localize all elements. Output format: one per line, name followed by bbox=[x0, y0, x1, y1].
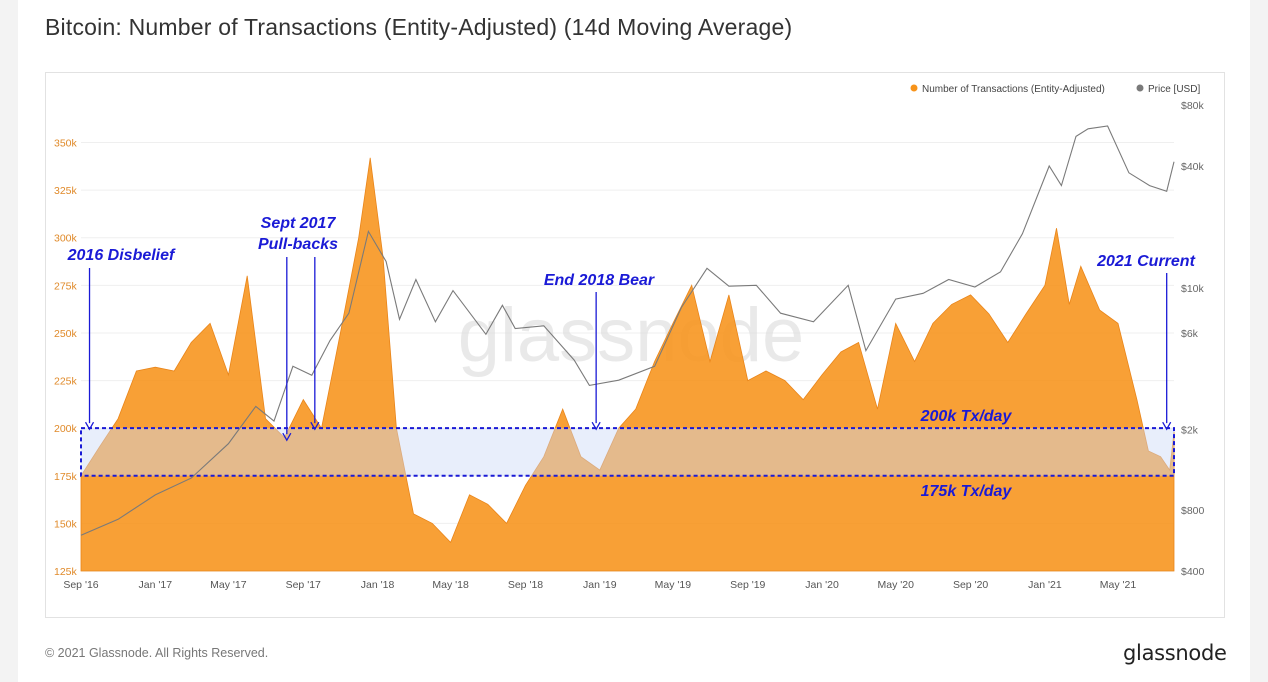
y-right-tick-label: $800 bbox=[1181, 505, 1205, 517]
y-left-tick-label: 175k bbox=[54, 471, 78, 483]
x-tick-label: Jan '17 bbox=[139, 579, 173, 591]
x-tick-label: Sep '17 bbox=[286, 579, 321, 591]
x-tick-label: May '17 bbox=[210, 579, 247, 591]
annotation-2021-current: 2021 Current bbox=[1096, 253, 1195, 270]
x-tick-label: Sep '19 bbox=[730, 579, 765, 591]
x-tick-label: Jan '19 bbox=[583, 579, 617, 591]
y-right-tick-label: $2k bbox=[1181, 424, 1199, 436]
annotations: 2016 Disbelief Sept 2017 Pull-backs End 201… bbox=[67, 215, 1196, 500]
legend-dot-price bbox=[1136, 84, 1144, 92]
annotation-end-2018-bear: End 2018 Bear bbox=[544, 272, 655, 289]
x-tick-label: May '18 bbox=[432, 579, 469, 591]
y-right-tick-label: $80k bbox=[1181, 100, 1205, 112]
price-line bbox=[80, 125, 1175, 536]
y-left-tick-label: 150k bbox=[54, 518, 78, 530]
legend-dot-tx bbox=[910, 84, 918, 92]
y-right-tick-label: $40k bbox=[1181, 161, 1205, 173]
copyright-text: © 2021 Glassnode. All Rights Reserved. bbox=[45, 646, 269, 660]
band-label-175k: 175k Tx/day bbox=[921, 483, 1013, 500]
legend-label-tx: Number of Transactions (Entity-Adjusted) bbox=[922, 84, 1105, 95]
annotation-2016-disbelief: 2016 Disbelief bbox=[67, 247, 176, 264]
tx-area bbox=[80, 157, 1175, 572]
y-left-tick-label: 125k bbox=[54, 566, 78, 578]
x-tick-label: May '21 bbox=[1100, 579, 1137, 591]
x-tick-label: Jan '21 bbox=[1028, 579, 1062, 591]
chart-svg: glassnode 125k 150k 175k 200k 225k 250k 275k 30… bbox=[54, 84, 1205, 591]
price-series bbox=[80, 125, 1175, 536]
footer-logo: glassnode bbox=[1123, 641, 1227, 665]
x-tick-label: Sep '20 bbox=[953, 579, 988, 591]
y-left-tick-label: 225k bbox=[54, 376, 78, 388]
axes: 125k 150k 175k 200k 225k 250k 275k 300k 325k 350k… bbox=[54, 100, 1205, 591]
x-tick-label: Jan '20 bbox=[805, 579, 839, 591]
watermark: glassnode bbox=[458, 293, 805, 378]
y-left-tick-label: 325k bbox=[54, 185, 78, 197]
annotation-sept-2017: Sept 2017 bbox=[261, 215, 337, 232]
x-tick-label: May '19 bbox=[655, 579, 692, 591]
y-left-tick-label: 300k bbox=[54, 233, 78, 245]
x-tick-label: Sep '18 bbox=[508, 579, 543, 591]
x-tick-label: Sep '16 bbox=[63, 579, 98, 591]
x-tick-label: Jan '18 bbox=[361, 579, 395, 591]
annotation-arrow-pullback-1-head bbox=[282, 432, 292, 442]
annotation-arrow-pullback-2-head bbox=[310, 421, 320, 431]
band-label-200k: 200k Tx/day bbox=[920, 408, 1013, 425]
x-tick-label: May '20 bbox=[878, 579, 915, 591]
y-right-tick-label: $6k bbox=[1181, 328, 1199, 340]
page-title: Bitcoin: Number of Transactions (Entity-… bbox=[45, 14, 793, 40]
annotation-arrow-2021-head bbox=[1162, 421, 1172, 431]
annotation-pull-backs: Pull-backs bbox=[258, 236, 338, 253]
annotation-arrow-2018-head bbox=[591, 421, 601, 431]
legend: Number of Transactions (Entity-Adjusted)… bbox=[910, 84, 1200, 95]
y-left-tick-label: 350k bbox=[54, 138, 78, 150]
tx-series bbox=[80, 157, 1175, 572]
y-left-tick-label: 200k bbox=[54, 423, 78, 435]
y-left-tick-label: 250k bbox=[54, 328, 78, 340]
y-right-tick-label: $400 bbox=[1181, 566, 1205, 578]
y-right-tick-label: $10k bbox=[1181, 283, 1205, 295]
tx-band bbox=[80, 427, 1175, 477]
y-left-tick-label: 275k bbox=[54, 280, 78, 292]
chart-card: Bitcoin: Number of Transactions (Entity-… bbox=[18, 0, 1250, 682]
chart-area: glassnode 125k 150k 175k 200k 225k 250k 275k 30… bbox=[45, 72, 1225, 618]
legend-label-price: Price [USD] bbox=[1148, 84, 1200, 95]
annotation-arrow-2016-head bbox=[84, 421, 95, 431]
